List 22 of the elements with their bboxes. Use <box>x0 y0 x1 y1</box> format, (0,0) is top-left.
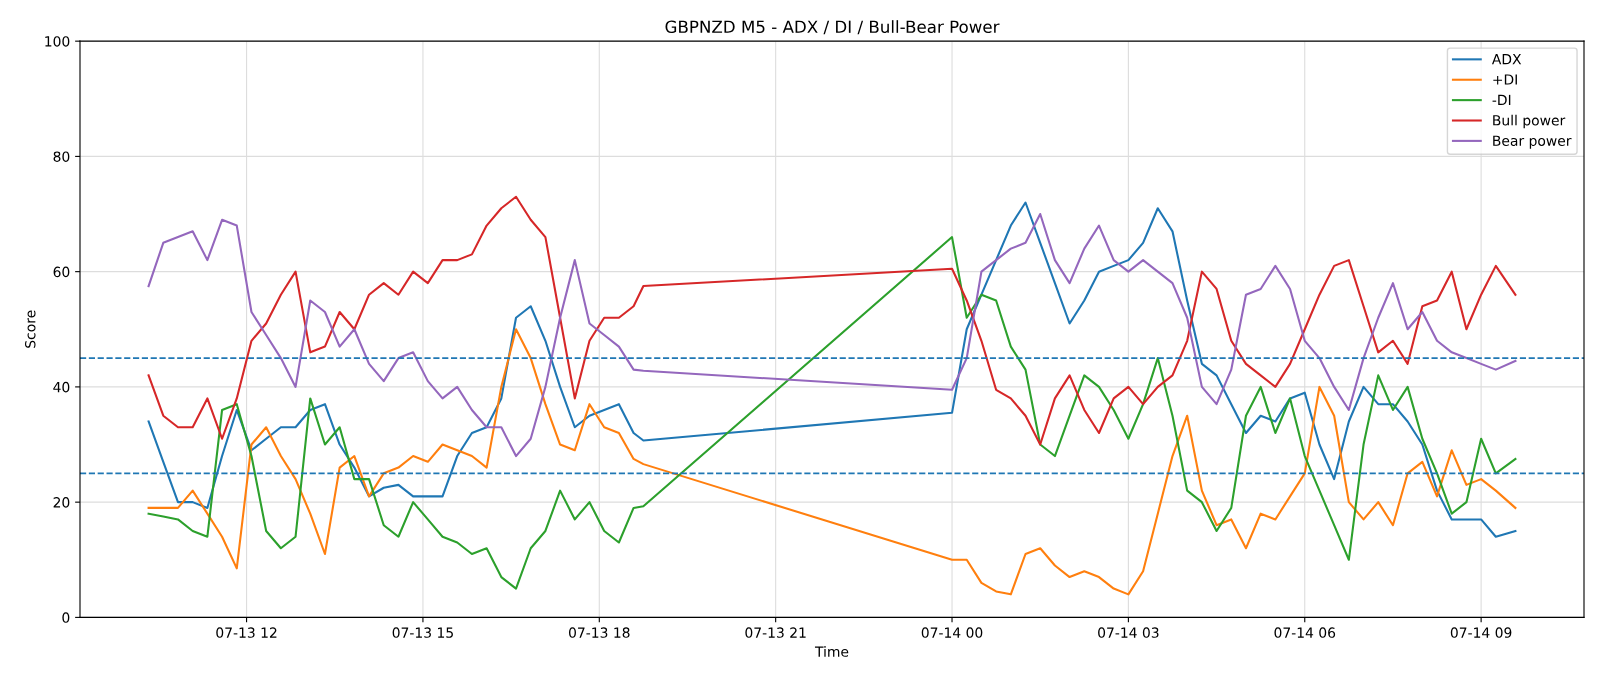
x-tick-label: 07-13 18 <box>568 627 630 638</box>
y-axis-title: Score <box>25 310 36 348</box>
x-tick-label: 07-13 12 <box>216 627 277 638</box>
legend-label: Bull power <box>1493 114 1566 129</box>
y-tick-label: 100 <box>45 36 70 47</box>
legend-label: ADX <box>1491 54 1522 65</box>
x-tick-label: 07-14 09 <box>1450 627 1512 638</box>
y-tick-label: 20 <box>53 497 70 508</box>
x-tick-label: 07-14 06 <box>1274 627 1336 638</box>
x-tick-label: 07-13 21 <box>745 627 806 638</box>
x-axis-title: Time <box>814 646 849 657</box>
y-tick-label: 0 <box>62 612 70 623</box>
x-tick-label: 07-13 15 <box>392 627 453 638</box>
x-tick-label: 07-14 00 <box>921 627 983 638</box>
chart-title: GBPNZD M5 - ADX / DI / Bull-Bear Power <box>665 20 1000 35</box>
y-tick-label: 80 <box>53 151 70 162</box>
legend-label: +DI <box>1493 74 1517 85</box>
y-tick-label: 40 <box>53 381 70 393</box>
legend-label: Bear power <box>1493 135 1572 149</box>
legend-label: -DI <box>1492 94 1511 105</box>
y-tick-label: 60 <box>53 266 70 278</box>
x-tick-label: 07-14 03 <box>1098 627 1159 638</box>
